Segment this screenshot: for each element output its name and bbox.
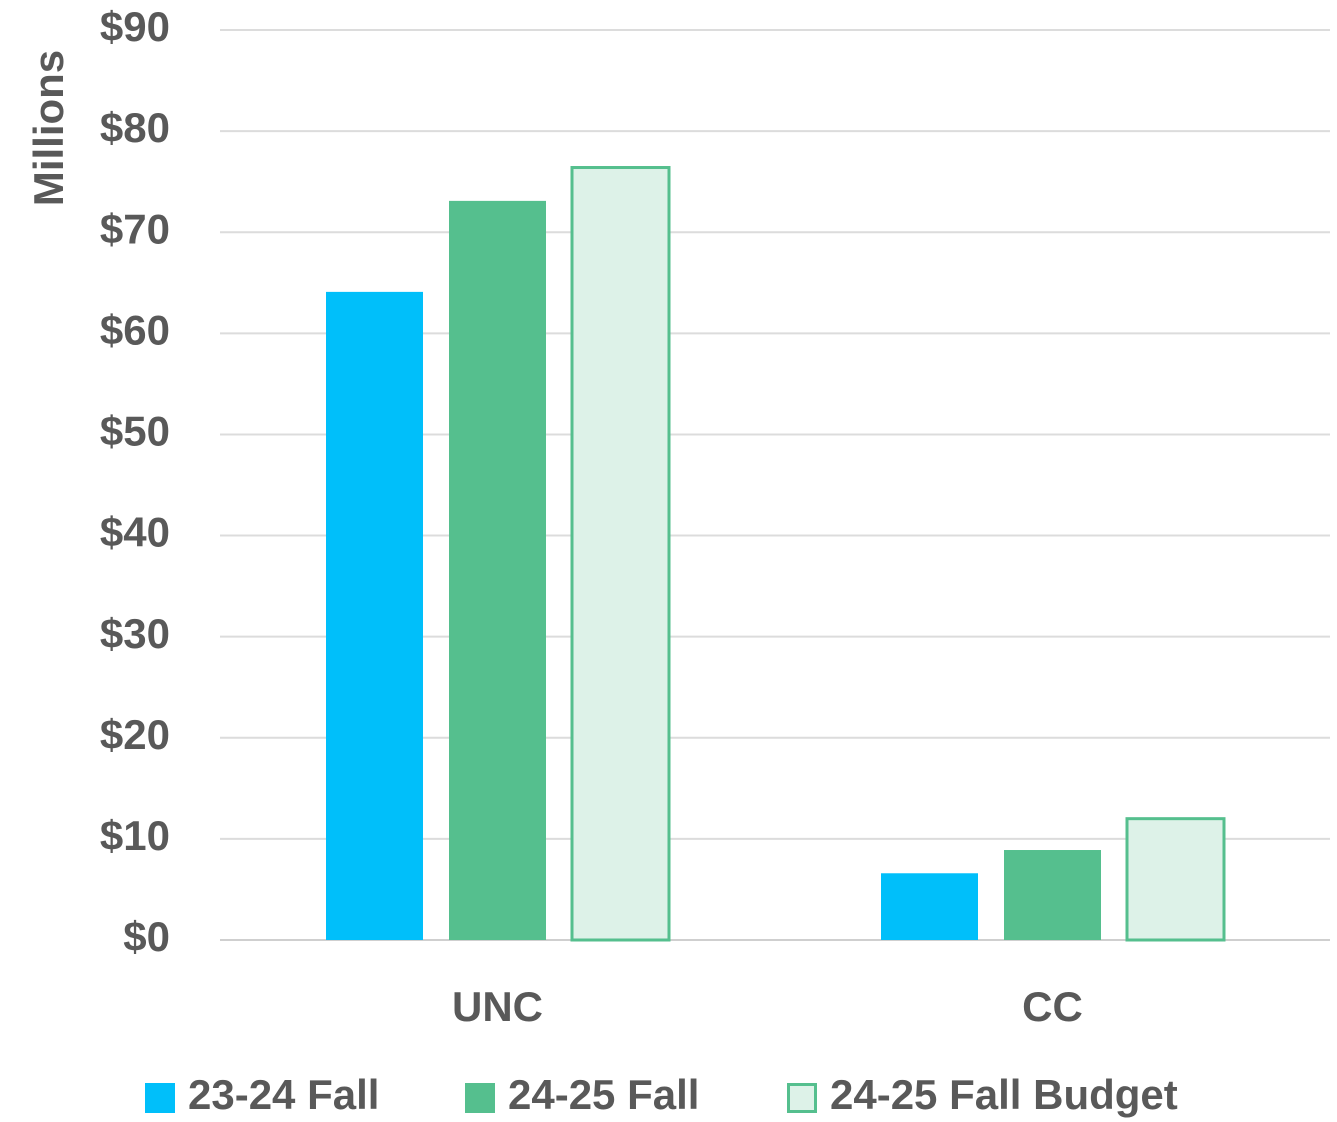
y-tick-label: $50 [100,408,170,455]
bar [449,200,546,940]
legend-swatch [787,1083,817,1113]
y-tick-label: $70 [100,205,170,252]
bar [1004,850,1101,940]
bar [570,166,671,942]
legend-swatch [145,1083,175,1113]
bar [326,291,423,940]
legend-label: 23-24 Fall [188,1071,379,1118]
y-tick-label: $80 [100,104,170,151]
bar [881,873,978,940]
y-tick-label: $60 [100,306,170,353]
legend-label: 24-25 Fall [508,1071,699,1118]
bar [1125,817,1226,942]
y-tick-label: $20 [100,711,170,758]
y-tick-label: $40 [100,509,170,556]
y-tick-label: $30 [100,610,170,657]
x-tick-label: UNC [452,983,543,1030]
y-tick-label: $10 [100,812,170,859]
x-tick-label: CC [1022,983,1083,1030]
legend-swatch [465,1083,495,1113]
y-tick-label: $90 [100,3,170,50]
y-axis-label: Millions [25,50,72,206]
y-tick-label: $0 [123,913,170,960]
legend-label: 24-25 Fall Budget [830,1071,1178,1118]
